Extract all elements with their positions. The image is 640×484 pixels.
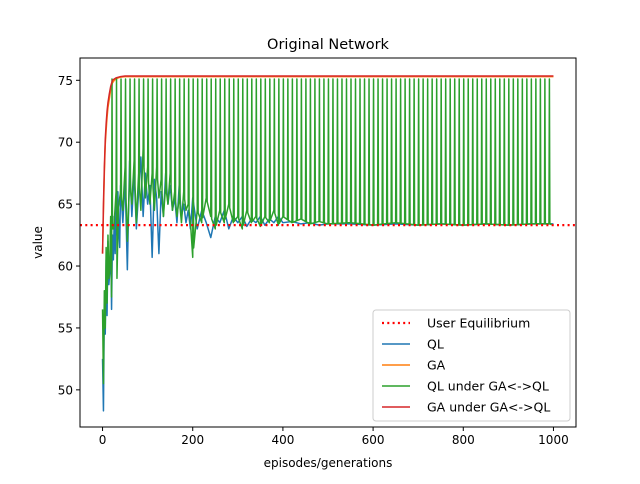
plot-frame — [79, 57, 577, 428]
legend-label-user-equilibrium: User Equilibrium — [427, 316, 530, 331]
x-tick-label: 1000 — [538, 433, 569, 447]
y-tick-label: 70 — [58, 136, 73, 150]
axis-ticks: 0 200 400 600 800 1000 50 55 60 65 70 75 — [58, 74, 569, 447]
legend-label-ql: QL — [427, 337, 444, 352]
x-tick-label: 400 — [271, 433, 294, 447]
series-line-ga-under-ga-ql — [101, 75, 554, 254]
series-line-ql-under-ga-ql — [101, 78, 552, 385]
y-tick-label: 65 — [58, 198, 73, 212]
y-tick-label: 75 — [58, 74, 73, 88]
legend-label-ga: GA — [427, 358, 446, 373]
legend: User Equilibrium QL GA QL under GA<->QL GA u… — [372, 309, 571, 422]
x-axis-label: episodes/generations — [264, 456, 393, 470]
x-tick-label: 600 — [362, 433, 385, 447]
legend-label-ga-under-ga-ql: GA under GA<->QL — [427, 400, 550, 415]
legend-label-ql-under-ga-ql: QL under GA<->QL — [427, 379, 549, 394]
chart-title: Original Network — [267, 37, 389, 53]
y-tick-label: 55 — [58, 321, 73, 335]
x-tick-label: 0 — [99, 433, 107, 447]
y-axis-label: value — [31, 226, 45, 259]
y-tick-label: 50 — [58, 383, 73, 397]
x-tick-label: 200 — [181, 433, 204, 447]
y-tick-label: 60 — [58, 260, 73, 274]
plot-lines — [80, 75, 576, 412]
legend-box — [372, 309, 571, 422]
x-tick-label: 800 — [452, 433, 475, 447]
